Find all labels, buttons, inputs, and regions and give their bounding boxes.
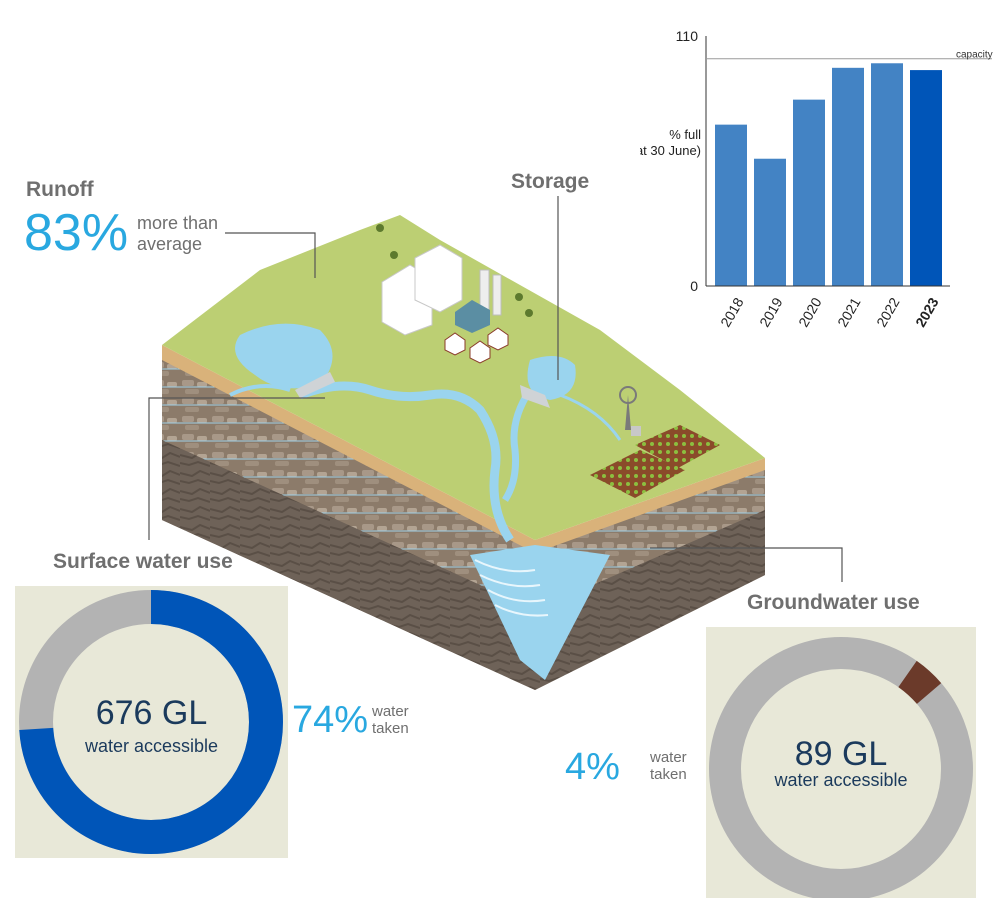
- surface-volume-label: water accessible: [84, 736, 219, 756]
- x-tick-label-2019: 2019: [756, 295, 786, 330]
- x-tick-label-2023: 2023: [912, 295, 942, 330]
- groundwater-title: Groundwater use: [747, 591, 920, 614]
- runoff-description-line2: average: [137, 234, 203, 254]
- ground-volume-label: water accessible: [774, 770, 908, 790]
- ground-volume: 89 GL: [794, 735, 888, 773]
- bar-2023: [910, 70, 942, 286]
- groundwater-panel: 89 GL water accessible: [706, 627, 976, 901]
- bar-2022: [871, 63, 903, 286]
- runoff-description: more than average: [137, 213, 218, 255]
- runoff-description-line1: more than: [137, 213, 219, 233]
- ground-untaken-ring: [709, 637, 973, 901]
- ground-taken-line1: water: [650, 749, 687, 766]
- surface-taken-arc: [19, 590, 283, 854]
- surface-taken-desc: water taken: [372, 703, 409, 737]
- bar-2018: [715, 124, 747, 287]
- surface-water-panel: 676 GL water accessible: [15, 586, 288, 858]
- surface-water-title: Surface water use: [53, 550, 233, 573]
- bar-2020: [793, 99, 825, 287]
- capacity-label: capacity: [956, 50, 993, 61]
- x-tick-label-2021: 2021: [834, 295, 864, 330]
- groundwater-donut: [709, 637, 973, 901]
- runoff-title: Runoff: [26, 178, 94, 201]
- y-axis-label-line2: (at 30 June): [640, 143, 701, 158]
- bar-2019: [754, 158, 786, 286]
- ground-taken-line2: taken: [650, 766, 687, 783]
- surface-taken-line2: taken: [372, 720, 409, 737]
- bar-2021: [832, 67, 864, 286]
- surface-taken-line1: water: [372, 703, 409, 720]
- x-tick-label-2018: 2018: [717, 295, 747, 330]
- x-tick-label-2020: 2020: [795, 295, 825, 330]
- runoff-value: 83%: [24, 204, 129, 262]
- y-tick-label: 0: [690, 278, 698, 294]
- ground-taken-desc: water taken: [650, 749, 687, 783]
- surface-water-donut: [19, 590, 283, 854]
- y-tick-label: 110: [676, 28, 699, 44]
- storage-bar-chart: capacity 110 0 % full (at 30 June) 2018 2…: [640, 28, 993, 330]
- y-axis-label-line1: % full: [669, 127, 701, 142]
- x-tick-label-2022: 2022: [873, 295, 903, 330]
- surface-volume: 676 GL: [95, 694, 208, 732]
- ground-taken-pct: 4%: [565, 746, 620, 788]
- surface-taken-pct: 74%: [292, 699, 369, 741]
- storage-title: Storage: [511, 170, 590, 193]
